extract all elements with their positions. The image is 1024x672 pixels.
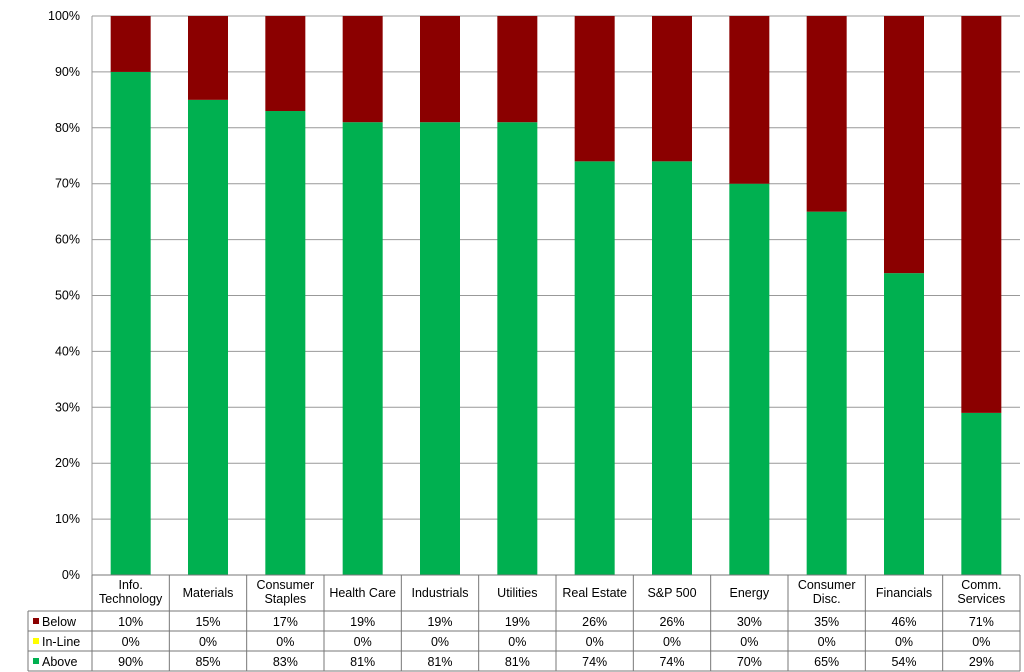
category-label: Utilities: [497, 586, 537, 600]
category-label: Materials: [183, 586, 234, 600]
table-value: 0%: [199, 635, 217, 649]
table-value: 46%: [891, 615, 916, 629]
table-value: 0%: [508, 635, 526, 649]
bar-below: [806, 16, 847, 212]
bar-below: [961, 16, 1002, 413]
table-value: 0%: [663, 635, 681, 649]
table-value: 81%: [427, 655, 452, 669]
table-value: 0%: [972, 635, 990, 649]
category-label: Consumer Staples: [256, 578, 314, 606]
bar-below: [884, 16, 924, 274]
table-value: 81%: [350, 655, 375, 669]
table-value: 90%: [118, 655, 143, 669]
table-value: 65%: [814, 655, 839, 669]
bar-below: [188, 16, 228, 100]
table-value: 0%: [818, 635, 836, 649]
bar-below: [110, 16, 151, 72]
bar-below: [342, 16, 383, 123]
bar-above: [652, 161, 692, 575]
category-label: Industrials: [412, 586, 469, 600]
table-value: 26%: [659, 615, 684, 629]
table-value: 71%: [969, 615, 994, 629]
bar-above: [729, 183, 770, 575]
category-label: Comm. Services: [957, 578, 1005, 606]
table-value: 35%: [814, 615, 839, 629]
table-value: 30%: [737, 615, 762, 629]
category-label: Financials: [876, 586, 932, 600]
bar-below: [652, 16, 692, 162]
legend-label: Below: [42, 615, 77, 629]
category-label: Health Care: [329, 586, 396, 600]
y-tick-label: 70%: [55, 177, 80, 191]
table-value: 19%: [350, 615, 375, 629]
table-value: 0%: [586, 635, 604, 649]
legend-swatch-below: [33, 618, 39, 624]
table-value: 83%: [273, 655, 298, 669]
table-value: 54%: [891, 655, 916, 669]
legend-label: Above: [42, 655, 77, 669]
table-value: 19%: [505, 615, 530, 629]
y-tick-label: 60%: [55, 233, 80, 247]
y-tick-label: 100%: [48, 9, 80, 23]
y-tick-label: 90%: [55, 65, 80, 79]
category-label: Real Estate: [562, 586, 627, 600]
y-tick-label: 80%: [55, 121, 80, 135]
table-value: 0%: [740, 635, 758, 649]
bar-above: [188, 99, 228, 575]
bar-above: [420, 122, 460, 576]
table-value: 26%: [582, 615, 607, 629]
bar-above: [961, 412, 1002, 575]
table-value: 15%: [195, 615, 220, 629]
bar-above: [574, 161, 615, 575]
table-value: 74%: [659, 655, 684, 669]
bar-above: [806, 211, 847, 575]
table-value: 29%: [969, 655, 994, 669]
table-value: 81%: [505, 655, 530, 669]
bar-below: [574, 16, 615, 162]
bar-below: [265, 16, 306, 112]
category-label: Energy: [730, 586, 770, 600]
table-value: 0%: [122, 635, 140, 649]
table-value: 17%: [273, 615, 298, 629]
y-tick-label: 40%: [55, 344, 80, 358]
table-value: 0%: [276, 635, 294, 649]
table-value: 0%: [431, 635, 449, 649]
legend-label: In-Line: [42, 635, 80, 649]
bar-above: [110, 71, 151, 576]
legend-swatch-in-line: [33, 638, 39, 644]
category-label: Info. Technology: [99, 578, 163, 606]
bar-above: [497, 122, 538, 576]
table-value: 0%: [895, 635, 913, 649]
y-tick-label: 10%: [55, 512, 80, 526]
legend-swatch-above: [33, 658, 39, 664]
category-label: S&P 500: [647, 586, 696, 600]
bar-below: [497, 16, 538, 123]
bar-below: [420, 16, 460, 123]
y-tick-label: 30%: [55, 400, 80, 414]
bar-above: [265, 111, 306, 575]
bar-above: [342, 122, 383, 576]
category-label: Consumer Disc.: [798, 578, 856, 606]
table-value: 0%: [354, 635, 372, 649]
y-tick-label: 20%: [55, 456, 80, 470]
y-tick-label: 50%: [55, 289, 80, 303]
table-value: 70%: [737, 655, 762, 669]
bar-above: [884, 273, 924, 575]
y-tick-label: 0%: [62, 568, 80, 582]
table-value: 19%: [427, 615, 452, 629]
table-value: 85%: [195, 655, 220, 669]
table-value: 10%: [118, 615, 143, 629]
bar-below: [729, 16, 770, 184]
table-value: 74%: [582, 655, 607, 669]
